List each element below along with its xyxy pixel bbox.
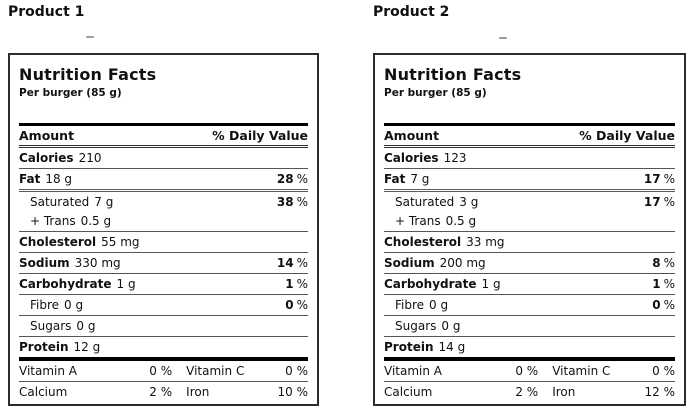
nutrient-row-protein: Protein 14 g [384, 337, 675, 356]
daily-value [305, 232, 308, 252]
nutrient-row-cholesterol: Cholesterol 33 mg [384, 232, 675, 253]
nutrient-row-fibre: Fibre 0 g 0% [384, 295, 675, 316]
nutrient-row-sugars: Sugars 0 g [384, 316, 675, 337]
thick-divider [19, 123, 308, 126]
daily-value: 17% [643, 194, 675, 209]
daily-value: 0% [652, 298, 675, 312]
nutrient-row-cholesterol: Cholesterol 55 mg [19, 232, 308, 253]
daily-value: 8% [652, 256, 675, 270]
daily-value: 38% [276, 194, 308, 209]
nutrient-row-fat: Fat 7 g 17% [384, 169, 675, 192]
nutrient-row-sodium: Sodium 200 mg 8% [384, 253, 675, 274]
daily-value [305, 148, 308, 168]
daily-value-column-header: % Daily Value [579, 128, 675, 143]
daily-value [305, 337, 308, 357]
nutrient-row-saturated: Saturated 7 g 38% [19, 192, 308, 211]
nutrition-facts-heading: Nutrition Facts [19, 65, 157, 84]
dash-mark-icon [86, 36, 94, 38]
nutrition-facts-heading: Nutrition Facts [384, 65, 522, 84]
daily-value: 1% [652, 277, 675, 291]
daily-value-column-header: % Daily Value [212, 128, 308, 143]
column-header-row: Amount % Daily Value [384, 126, 675, 148]
nutrient-row-carbohydrate: Carbohydrate 1 g 1% [19, 274, 308, 295]
daily-value [672, 316, 675, 336]
nutrient-row-trans: + Trans 0.5 g [19, 211, 308, 232]
nutrient-row-calories: Calories 210 [19, 148, 308, 169]
daily-value [672, 232, 675, 252]
nutrient-row-calories: Calories 123 [384, 148, 675, 169]
thick-divider [19, 357, 308, 361]
nutrient-row-carbohydrate: Carbohydrate 1 g 1% [384, 274, 675, 295]
daily-value [672, 337, 675, 357]
daily-value: 28% [276, 172, 308, 186]
nutrient-row-protein: Protein 12 g [19, 337, 308, 356]
amount-column-header: Amount [19, 128, 75, 143]
micronutrient-row-minerals: Calcium 2 % Iron 12 % [384, 385, 675, 399]
daily-value: 17% [643, 172, 675, 186]
micronutrient-row-minerals: Calcium 2 % Iron 10 % [19, 385, 308, 399]
nutrition-label-product-2: Nutrition Facts Per burger (85 g) Amount… [373, 53, 686, 406]
nutrient-row-trans: + Trans 0.5 g [384, 211, 675, 232]
thick-divider [384, 123, 675, 126]
nutrient-row-sodium: Sodium 330 mg 14% [19, 253, 308, 274]
daily-value: 0% [285, 298, 308, 312]
product-1-title: Product 1 [8, 4, 85, 20]
daily-value: 1% [285, 277, 308, 291]
nutrient-row-fibre: Fibre 0 g 0% [19, 295, 308, 316]
daily-value: 14% [276, 256, 308, 270]
dash-mark-icon [499, 37, 507, 39]
daily-value [672, 148, 675, 168]
product-2-title: Product 2 [373, 4, 450, 20]
thick-divider [384, 357, 675, 361]
nutrient-row-sugars: Sugars 0 g [19, 316, 308, 337]
nutrient-row-saturated: Saturated 3 g 17% [384, 192, 675, 211]
serving-size: Per burger (85 g) [384, 87, 487, 99]
daily-value [672, 211, 675, 231]
daily-value [305, 211, 308, 231]
serving-size: Per burger (85 g) [19, 87, 122, 99]
nutrition-label-product-1: Nutrition Facts Per burger (85 g) Amount… [8, 53, 319, 406]
amount-column-header: Amount [384, 128, 440, 143]
daily-value [305, 316, 308, 336]
nutrient-row-fat: Fat 18 g 28% [19, 169, 308, 192]
column-header-row: Amount % Daily Value [19, 126, 308, 148]
